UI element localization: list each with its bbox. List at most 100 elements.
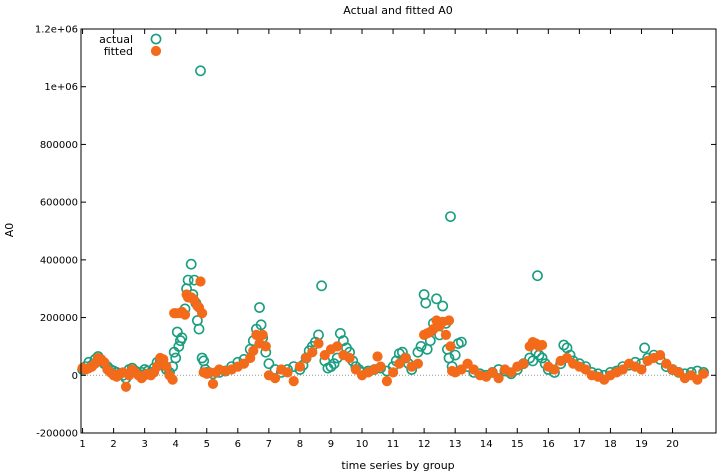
point-actual [558, 339, 570, 351]
point-actual [415, 340, 427, 352]
point-fitted [344, 352, 355, 364]
point-actual [536, 352, 548, 364]
point-fitted [462, 358, 473, 369]
legend-marker-actual [150, 33, 162, 45]
point-fitted [313, 338, 324, 349]
point-actual [412, 346, 424, 358]
x-tick-label: 10 [356, 439, 369, 450]
x-tick-label: 2 [110, 439, 116, 450]
x-tick-label: 17 [573, 439, 586, 450]
point-actual [532, 270, 543, 282]
x-axis-label: time series by group [341, 459, 454, 472]
point-fitted [468, 364, 479, 375]
point-actual [254, 302, 265, 313]
x-tick-label: 11 [387, 439, 400, 450]
point-actual [449, 349, 461, 361]
x-tick-label: 14 [480, 439, 493, 450]
point-actual [185, 258, 197, 270]
x-tick-label: 12 [418, 439, 431, 450]
x-tick-label: 7 [266, 439, 272, 450]
x-tick-label: 3 [141, 439, 147, 450]
point-fitted [332, 341, 343, 352]
series-fitted [77, 276, 709, 392]
point-fitted [493, 373, 504, 384]
x-tick-label: 15 [511, 439, 524, 450]
x-tick-label: 20 [666, 439, 679, 450]
point-fitted [319, 350, 330, 361]
point-fitted [294, 361, 305, 372]
point-fitted [400, 352, 411, 364]
point-actual [263, 358, 275, 370]
x-tick-label: 9 [328, 439, 334, 450]
series-actual [77, 65, 709, 384]
point-actual [182, 274, 194, 286]
point-fitted [381, 376, 392, 387]
point-fitted [394, 358, 405, 369]
plot-markers [77, 65, 709, 392]
point-fitted [167, 374, 178, 385]
point-fitted [487, 367, 498, 378]
y-axis: -200000 0 200000 400000 600000 800000 1e+06 1.2… [35, 25, 716, 440]
point-fitted [506, 367, 517, 378]
point-fitted [636, 364, 647, 375]
point-fitted [179, 309, 191, 320]
point-actual [170, 352, 182, 364]
point-fitted [350, 364, 361, 375]
point-fitted [195, 276, 206, 287]
point-fitted [445, 341, 456, 352]
point-actual [418, 289, 430, 300]
point-fitted [537, 339, 548, 351]
y-tick-label: 1.2e+06 [35, 25, 78, 36]
point-actual [431, 293, 442, 305]
x-tick-label: 18 [604, 439, 617, 450]
point-actual [420, 297, 432, 309]
point-fitted [270, 373, 281, 384]
point-actual [328, 358, 340, 370]
x-tick-label: 8 [297, 439, 303, 450]
y-tick-label: 800000 [40, 140, 78, 151]
x-tick-label: 1 [79, 439, 85, 450]
point-actual [255, 319, 267, 331]
point-fitted [549, 364, 560, 375]
x-axis: 1 2 3 4 5 6 7 8 9 10 11 12 13 14 15 16 17 18 19 20 [79, 29, 679, 450]
point-fitted [692, 374, 703, 385]
point-fitted [301, 352, 312, 364]
point-actual [639, 342, 650, 354]
point-fitted [698, 368, 709, 379]
x-tick-label: 13 [449, 439, 462, 450]
x-tick-label: 19 [635, 439, 648, 450]
point-actual [176, 332, 188, 344]
point-fitted [412, 358, 423, 369]
point-fitted [580, 364, 591, 375]
x-tick-label: 5 [204, 439, 210, 450]
point-actual [193, 323, 205, 335]
point-actual [455, 336, 467, 348]
point-fitted [307, 347, 318, 358]
point-fitted [561, 352, 573, 364]
point-fitted [120, 381, 132, 392]
point-fitted [388, 367, 399, 378]
point-fitted [673, 367, 684, 378]
point-fitted [260, 341, 271, 352]
point-actual [524, 352, 536, 364]
y-tick-label: 0 [72, 371, 78, 382]
point-fitted [288, 376, 299, 387]
point-fitted [443, 315, 455, 326]
plot-frame [80, 28, 717, 434]
y-tick-label: -200000 [36, 429, 78, 440]
x-tick-label: 16 [542, 439, 555, 450]
point-fitted [518, 358, 529, 369]
point-fitted [617, 364, 628, 375]
point-fitted [197, 308, 208, 319]
legend-marker-fitted [150, 45, 162, 57]
chart-title: Actual and fitted A0 [343, 4, 452, 17]
point-fitted [375, 361, 386, 372]
y-axis-label: A0 [3, 223, 16, 238]
point-fitted [661, 358, 672, 369]
x-tick-label: 4 [173, 439, 179, 450]
y-tick-label: 1e+06 [44, 82, 78, 93]
point-actual [325, 361, 337, 372]
point-fitted [456, 364, 467, 375]
point-fitted [257, 329, 268, 340]
